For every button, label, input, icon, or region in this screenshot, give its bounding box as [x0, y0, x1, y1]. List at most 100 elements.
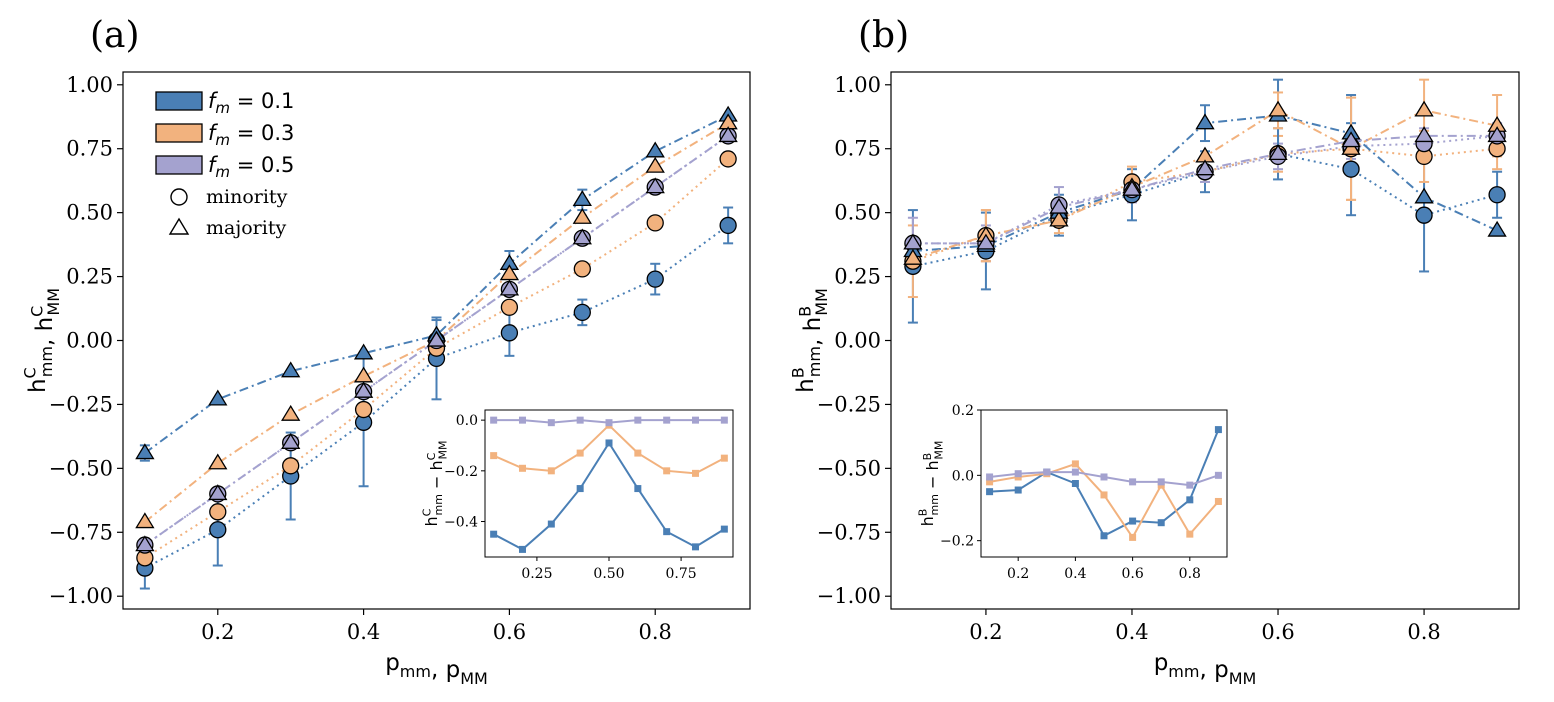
y-axis-label: hCmm, hCMM: [20, 288, 62, 393]
data-point-circle: [282, 457, 300, 475]
inset-data-point: [490, 452, 498, 460]
inset-x-tick-label: 0.2: [1007, 566, 1029, 582]
inset-data-point: [605, 439, 613, 447]
inset-data-point: [692, 543, 700, 551]
data-point-circle: [1415, 206, 1433, 224]
inset-data-point: [1186, 496, 1194, 504]
data-point-triangle: [1487, 220, 1507, 237]
data-point-circle: [354, 400, 373, 419]
data-point-triangle: [645, 177, 665, 194]
y-tick-label: −0.50: [817, 456, 881, 480]
inset-data-point: [1214, 497, 1222, 505]
inset-x-tick-label: 0.6: [1121, 566, 1143, 582]
inset-data-point: [634, 416, 642, 424]
inset-data-point: [1214, 471, 1222, 479]
y-tick-label: 0.00: [834, 329, 881, 353]
data-point-triangle: [1487, 126, 1507, 143]
inset-data-point: [547, 467, 555, 475]
inset-data-point: [1129, 533, 1137, 541]
data-point-triangle: [1414, 187, 1434, 204]
inset-data-point: [1186, 481, 1194, 489]
inset-data-point: [720, 525, 728, 533]
inset-data-point: [663, 528, 671, 536]
data-point-triangle: [718, 126, 738, 143]
data-point-triangle: [281, 433, 301, 449]
inset-data-point: [634, 485, 642, 493]
inset-data-point: [547, 419, 555, 427]
inset-x-tick-label: 0.8: [1179, 566, 1201, 582]
data-point-triangle: [645, 156, 665, 173]
inset-data-point: [518, 545, 526, 553]
data-point-triangle: [1414, 100, 1434, 117]
inset-data-point: [1071, 468, 1079, 476]
inset-data-point: [576, 416, 584, 424]
data-point-circle: [719, 216, 737, 235]
inset-y-tick-label: −0.2: [444, 464, 478, 480]
legend-label: fm = 0.1: [208, 89, 294, 117]
data-point-circle: [646, 270, 664, 288]
inset-data-point: [720, 454, 728, 462]
data-point-triangle: [1414, 126, 1434, 143]
data-point-triangle: [1268, 100, 1288, 117]
data-point-triangle: [976, 233, 996, 250]
inset-data-point: [986, 478, 994, 486]
inset: 0.2 0.0 −0.2 0.2 0.4 0.6 0.8 hBmm − hBMM: [916, 403, 1228, 582]
legend-label: fm = 0.3: [208, 121, 294, 149]
y-tick-label: 0.50: [834, 201, 881, 225]
data-point-triangle: [903, 248, 923, 265]
inset-data-point: [663, 416, 671, 424]
y-tick-label: 0.75: [834, 137, 881, 161]
y-tick-label: −0.75: [817, 520, 881, 544]
inset-frame: [980, 409, 1228, 558]
inset-data-point: [1100, 532, 1108, 540]
x-tick-label: 0.4: [347, 620, 380, 644]
y-tick-label: 0.00: [66, 329, 113, 353]
plot-frame: [890, 71, 1520, 610]
x-tick-label: 0.2: [201, 620, 234, 644]
inset-data-point: [518, 464, 526, 472]
panel-a: (a) −1.00 −0.75 −0.50 −0.25 0.00 0.25 0.50 0.75 1…: [20, 15, 751, 688]
data-point-triangle: [135, 535, 155, 552]
inset-x-tick-label: 0.25: [521, 566, 552, 582]
data-point-triangle: [353, 343, 374, 360]
data-point-triangle: [208, 484, 228, 501]
data-point-circle: [646, 214, 664, 232]
inset-data-point: [1014, 470, 1022, 478]
data-point-triangle: [1122, 179, 1142, 196]
legend-label: minority: [206, 186, 288, 208]
plot-frame: [122, 71, 751, 610]
data-point-circle: [209, 521, 227, 539]
inset-data-point: [1071, 460, 1079, 468]
y-tick-label: −0.75: [49, 520, 113, 544]
data-point-triangle: [1341, 138, 1361, 155]
x-tick-label: 0.8: [1407, 620, 1440, 644]
series-line: [144, 158, 729, 559]
y-axis-label-group: hCmm, hCMM: [20, 288, 62, 393]
data-point-triangle: [208, 453, 228, 470]
inset-y-tick-label: −0.2: [940, 534, 974, 550]
inset-data-point: [1100, 473, 1108, 481]
data-point-triangle: [572, 228, 592, 245]
data-point-circle: [719, 150, 737, 168]
x-tick-label: 0.4: [1115, 620, 1148, 644]
data-point-triangle: [426, 330, 447, 347]
inset-data-point: [1214, 426, 1222, 434]
inset-y-label: hBmm − hBMM: [916, 441, 945, 527]
inset-data-point: [1071, 480, 1079, 487]
inset-data-point: [1043, 468, 1051, 476]
data-point-circle: [209, 503, 227, 521]
inset: 0.0 −0.2 −0.4 0.25 0.50 0.75 hCmm − hCMM: [420, 409, 734, 582]
x-axis-label: pmm, pMM: [1154, 650, 1257, 688]
y-tick-label: 0.50: [66, 201, 113, 225]
inset-data-point: [547, 520, 555, 528]
legend: fm = 0.1 fm = 0.3 fm = 0.5 minority majority: [155, 89, 294, 239]
legend-label: majority: [206, 217, 286, 239]
inset-y-label-group: hCmm − hCMM: [420, 440, 449, 526]
inset-data-point: [692, 469, 700, 477]
data-point-triangle: [353, 381, 374, 398]
inset-data-point: [692, 416, 700, 424]
data-point-triangle: [499, 264, 520, 281]
y-tick-label: −0.25: [817, 392, 881, 416]
legend-swatch: [155, 91, 203, 111]
